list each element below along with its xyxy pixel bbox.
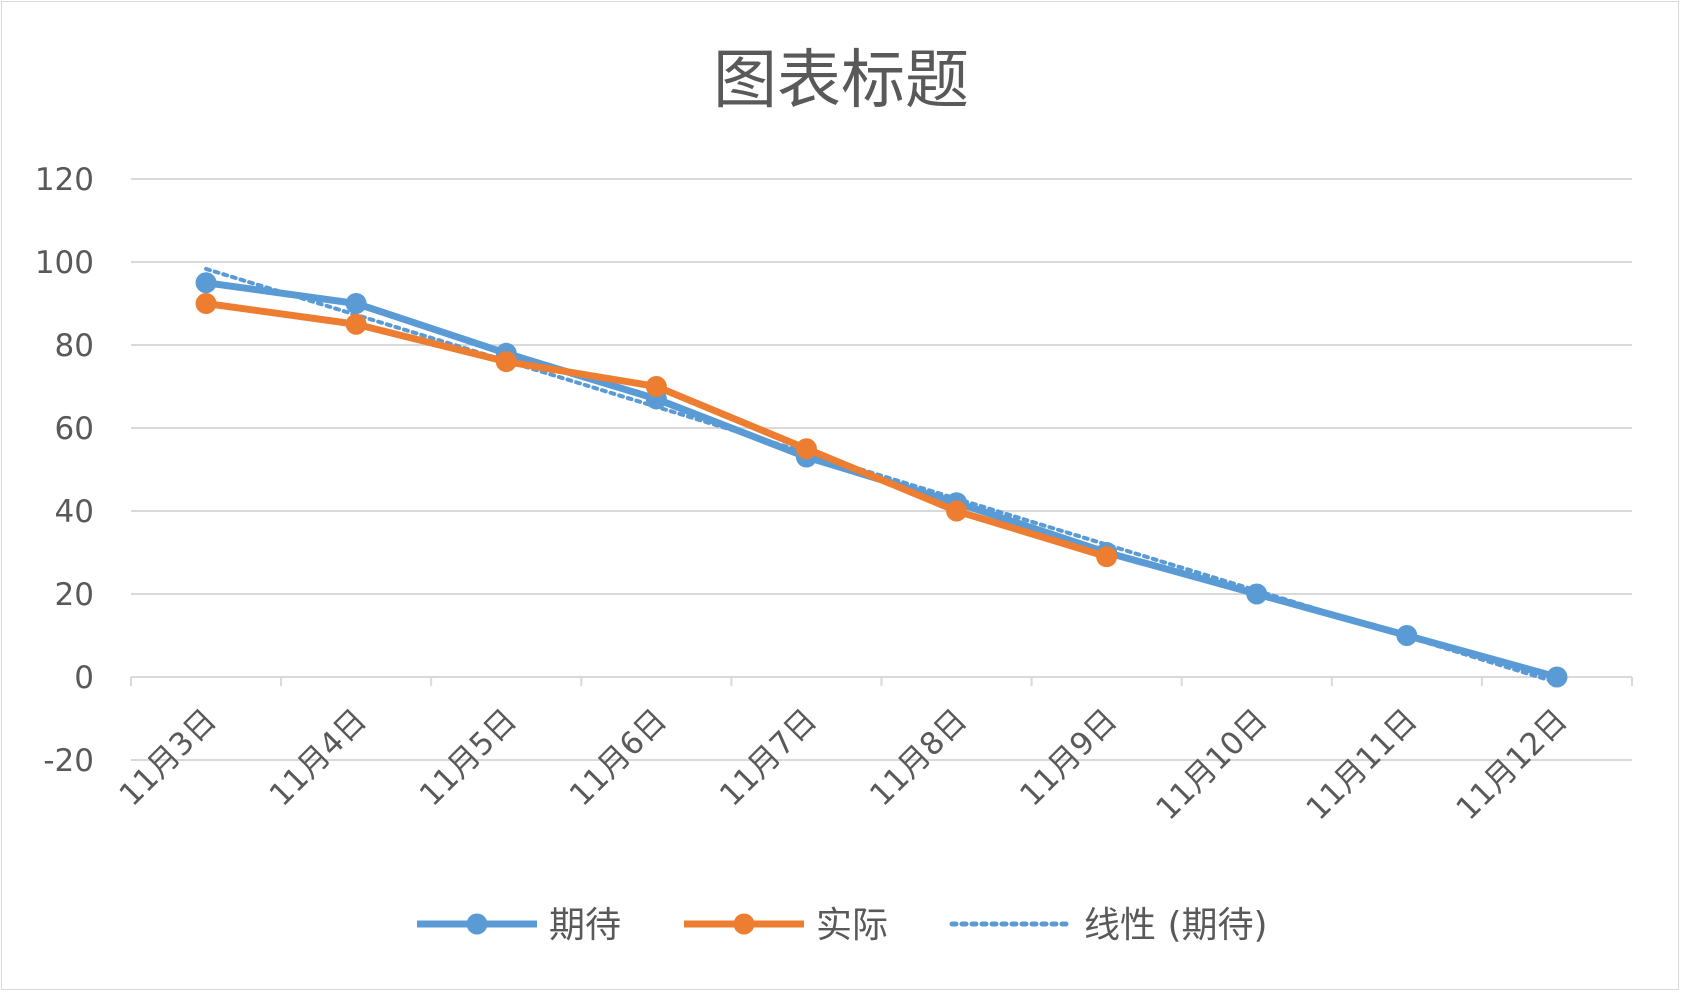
x-tick-label: 11月4日 (263, 702, 374, 813)
legend-swatch-marker (733, 913, 755, 935)
data-point (946, 500, 968, 522)
y-tick-label: -20 (43, 743, 94, 779)
legend-swatch-marker (466, 913, 488, 935)
x-tick-label: 11月5日 (413, 702, 524, 813)
y-tick-label: 20 (55, 577, 94, 613)
legend-item-3: 线性 (期待) (949, 905, 1268, 946)
legend-label: 实际 (816, 905, 888, 946)
x-tick-label: 11月10日 (1149, 702, 1274, 827)
data-point (495, 351, 517, 373)
legend-label: 线性 (期待) (1084, 905, 1268, 946)
data-point (1396, 625, 1418, 646)
x-tick-label: 11月6日 (563, 702, 674, 813)
legend-label: 期待 (549, 905, 621, 946)
y-tick-label: 0 (74, 660, 94, 696)
series-lines (195, 272, 1568, 688)
x-tick-label: 11月3日 (113, 702, 224, 813)
y-tick-label: 60 (55, 411, 94, 447)
y-axis: -20 0 20 40 60 80 100 120 (35, 162, 94, 779)
x-tick-label: 11月9日 (1013, 702, 1124, 813)
x-tick-label: 11月7日 (713, 702, 824, 813)
data-point (195, 293, 217, 314)
data-point (645, 376, 667, 397)
data-point (345, 293, 367, 314)
chart-title: 图表标题 (713, 44, 969, 118)
x-axis: 11月3日 11月4日 11月5日 11月6日 11月7日 11月8日 11月9日 11月10… (113, 676, 1633, 827)
x-tick-label: 11月8日 (863, 702, 974, 813)
x-tick-label: 11月11日 (1299, 702, 1424, 827)
gridlines (131, 178, 1632, 761)
y-tick-label: 80 (55, 328, 94, 364)
data-point (1246, 583, 1268, 605)
y-tick-label: 120 (35, 162, 94, 198)
data-point (195, 272, 217, 294)
y-tick-label: 100 (35, 245, 94, 281)
y-tick-label: 40 (55, 494, 94, 530)
series-actual (195, 293, 1118, 568)
data-point (1096, 546, 1118, 568)
data-point (345, 313, 367, 335)
series-line (202, 300, 1111, 561)
legend-item-2: 实际 (684, 905, 888, 946)
data-point (795, 438, 817, 460)
data-point (1546, 666, 1568, 688)
legend: 期待 实际 线性 (期待) (417, 905, 1268, 946)
x-tick-label: 11月12日 (1450, 702, 1575, 827)
legend-item-1: 期待 (417, 905, 621, 946)
